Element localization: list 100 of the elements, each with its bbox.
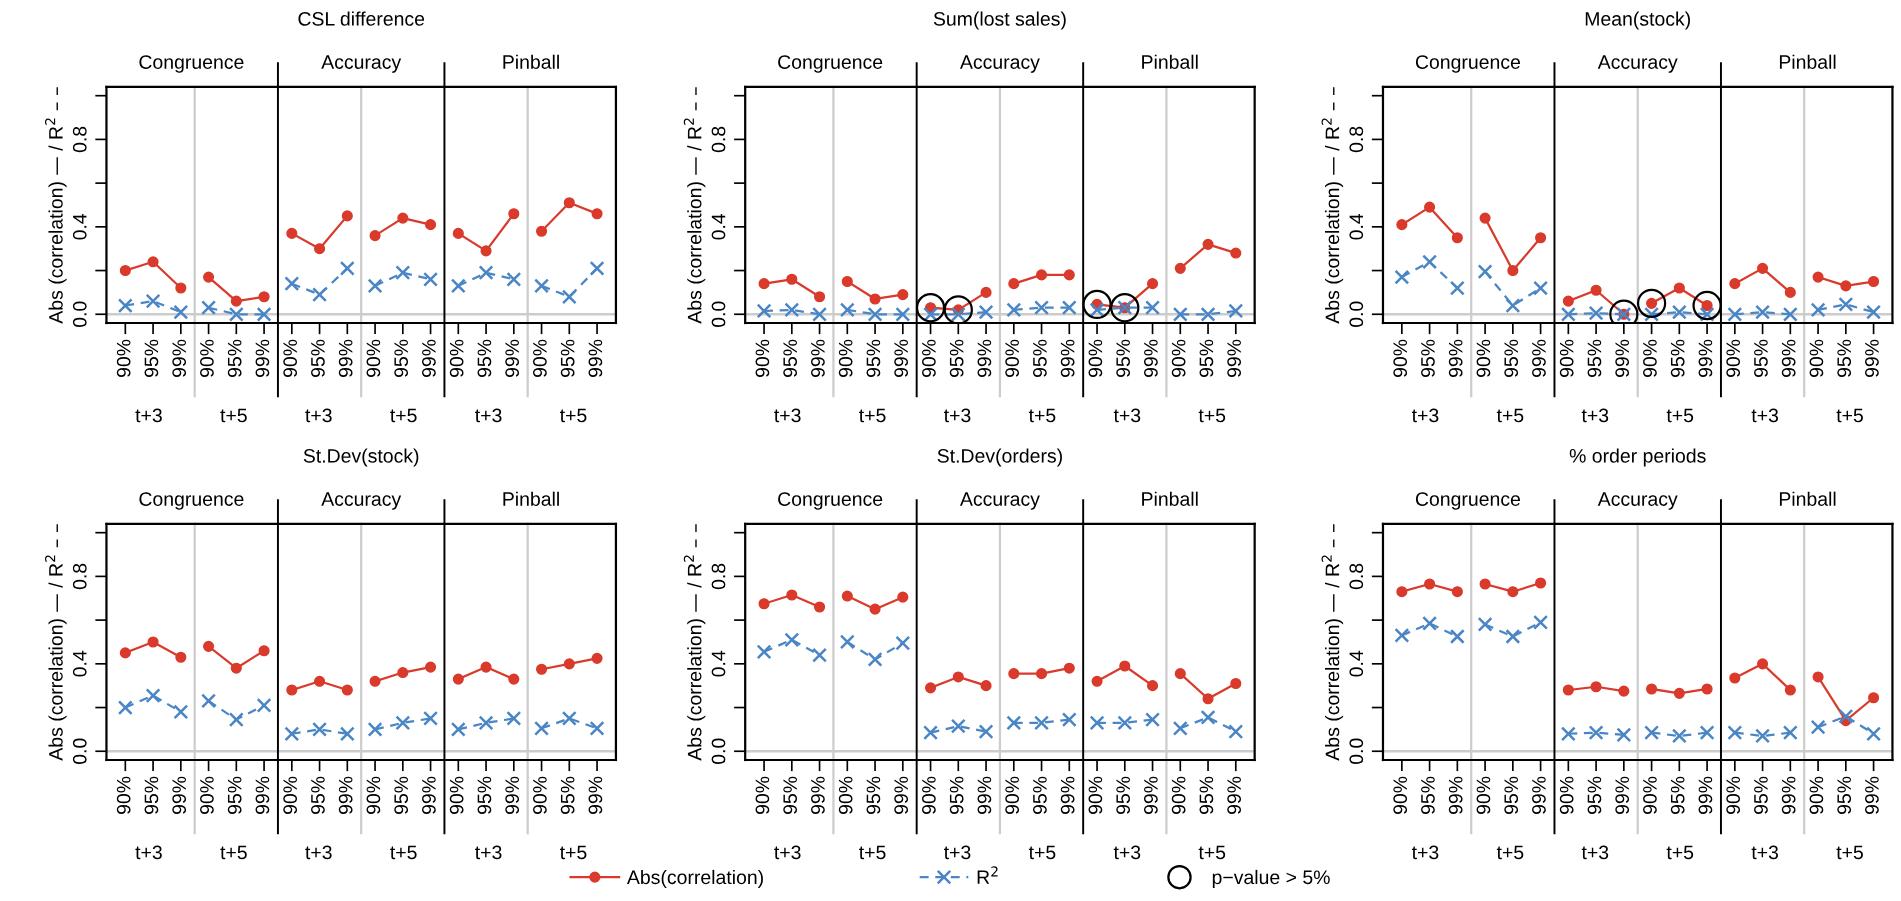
x-tick-label: 95% bbox=[1116, 776, 1131, 814]
chart-title: Mean(stock) bbox=[1585, 11, 1690, 30]
text: t+3 bbox=[943, 845, 971, 860]
text: Accuracy bbox=[1597, 55, 1678, 73]
x-tick-label: 90% bbox=[1476, 776, 1491, 814]
x-tick-label: 99% bbox=[1227, 339, 1242, 377]
x-tick-label: 90% bbox=[366, 776, 381, 814]
x-tick-label: 90% bbox=[449, 339, 464, 377]
x-tick-label: 90% bbox=[1559, 339, 1574, 377]
x-tick-label: 95% bbox=[1670, 339, 1685, 377]
x-tick-label: 95% bbox=[1504, 339, 1519, 377]
x-tick-label: 90% bbox=[755, 339, 770, 377]
legend-label: p−value > 5% bbox=[1212, 869, 1330, 889]
x-tick-label: 90% bbox=[1643, 339, 1657, 377]
text: t+3 bbox=[1113, 845, 1141, 860]
x-tick-label: 95% bbox=[1837, 776, 1852, 814]
x-tick-label: 90% bbox=[1643, 776, 1657, 814]
text: Congruence bbox=[139, 492, 244, 510]
x-tick-label: 90% bbox=[200, 776, 214, 814]
x-tick-label: 95% bbox=[144, 776, 159, 814]
x-tick-label: 99% bbox=[505, 339, 520, 377]
x-tick-label: 90% bbox=[1726, 776, 1741, 814]
text: Accuracy bbox=[321, 55, 402, 73]
text: t+3 bbox=[305, 408, 332, 423]
chart-title: St.Dev(orders) bbox=[937, 448, 1062, 467]
text: t+3 bbox=[774, 845, 801, 860]
text: t+5 bbox=[1028, 408, 1056, 423]
text: t+5 bbox=[1666, 408, 1694, 423]
chart-title: CSL difference bbox=[298, 11, 425, 26]
y-tick-label: 0.0 bbox=[711, 738, 726, 764]
x-tick-label: 95% bbox=[394, 339, 409, 377]
chart-title: Sum(lost sales) bbox=[933, 11, 1066, 30]
y-tick-label: 0.4 bbox=[1349, 213, 1364, 240]
text: Pinball bbox=[1142, 54, 1198, 69]
text: t+5 bbox=[220, 408, 247, 423]
x-tick-label: 99% bbox=[255, 776, 270, 814]
y-tick-label: 0.4 bbox=[711, 650, 726, 677]
x-tick-label: 99% bbox=[894, 776, 909, 814]
x-tick-label: 99% bbox=[505, 776, 520, 814]
text: Congruence bbox=[139, 55, 244, 73]
text: t+3 bbox=[1113, 408, 1141, 423]
y-axis-title: Abs (correlation) — / R$^{2}$ – – bbox=[45, 524, 67, 761]
x-tick-label: 95% bbox=[311, 339, 325, 377]
x-tick-label: 95% bbox=[1421, 339, 1435, 377]
text: t+5 bbox=[859, 845, 886, 860]
text: Pinball bbox=[503, 491, 559, 506]
x-tick-label: 90% bbox=[366, 339, 381, 377]
x-tick-label: 99% bbox=[1143, 776, 1158, 814]
y-tick-label: 0.8 bbox=[1349, 563, 1364, 590]
text: Congruence bbox=[778, 492, 883, 510]
x-tick-label: 95% bbox=[311, 776, 325, 814]
text: t+5 bbox=[1836, 408, 1863, 423]
text: t+5 bbox=[1666, 845, 1694, 860]
y-tick-label: 0.8 bbox=[711, 563, 726, 590]
y-tick-label: 0.0 bbox=[1349, 301, 1364, 328]
x-tick-label: 99% bbox=[172, 339, 187, 377]
x-tick-label: 99% bbox=[1698, 339, 1713, 377]
chart-title: % order periods bbox=[1569, 448, 1706, 467]
y-tick-label: 0.4 bbox=[1349, 650, 1364, 677]
text: Pinball bbox=[503, 54, 559, 69]
x-tick-label: 99% bbox=[1060, 339, 1075, 377]
x-tick-label: 95% bbox=[1837, 339, 1852, 377]
x-tick-label: 99% bbox=[1532, 339, 1546, 377]
text: t+3 bbox=[1411, 845, 1439, 860]
x-tick-label: 95% bbox=[866, 339, 881, 377]
x-tick-label: 95% bbox=[560, 339, 575, 377]
x-tick-label: 99% bbox=[894, 339, 909, 377]
x-tick-label: 95% bbox=[394, 776, 409, 814]
x-tick-label: 90% bbox=[1393, 339, 1408, 377]
text: t+3 bbox=[1751, 845, 1779, 860]
x-tick-label: 99% bbox=[1781, 776, 1796, 814]
text: Accuracy bbox=[959, 55, 1040, 73]
text: t+5 bbox=[1496, 408, 1524, 423]
text: Accuracy bbox=[959, 492, 1040, 510]
x-tick-label: 99% bbox=[1060, 776, 1075, 814]
y-tick-label: 0.4 bbox=[711, 213, 726, 240]
text: t+3 bbox=[475, 408, 502, 423]
text: Accuracy bbox=[1597, 492, 1678, 510]
x-tick-label: 95% bbox=[1199, 776, 1214, 814]
x-tick-label: 90% bbox=[283, 776, 298, 814]
x-tick-label: 95% bbox=[1754, 339, 1768, 377]
text: t+5 bbox=[1028, 845, 1056, 860]
text: t+5 bbox=[559, 845, 587, 860]
text: t+5 bbox=[859, 408, 886, 423]
text: t+5 bbox=[559, 408, 587, 423]
x-tick-label: 95% bbox=[783, 776, 798, 814]
x-tick-label: 99% bbox=[588, 776, 603, 814]
x-tick-label: 90% bbox=[1809, 339, 1824, 377]
chart-title: St.Dev(stock) bbox=[303, 448, 419, 467]
x-tick-label: 95% bbox=[1421, 776, 1435, 814]
x-tick-label: 95% bbox=[477, 776, 492, 814]
x-tick-label: 99% bbox=[811, 339, 825, 377]
text: Pinball bbox=[1779, 54, 1836, 69]
text: Congruence bbox=[1415, 55, 1520, 73]
x-tick-label: 95% bbox=[1116, 339, 1131, 377]
text: t+5 bbox=[390, 845, 417, 860]
text: t+5 bbox=[1496, 845, 1524, 860]
text: Congruence bbox=[1415, 492, 1520, 510]
x-tick-label: 99% bbox=[1615, 776, 1630, 814]
x-tick-label: 95% bbox=[866, 776, 881, 814]
